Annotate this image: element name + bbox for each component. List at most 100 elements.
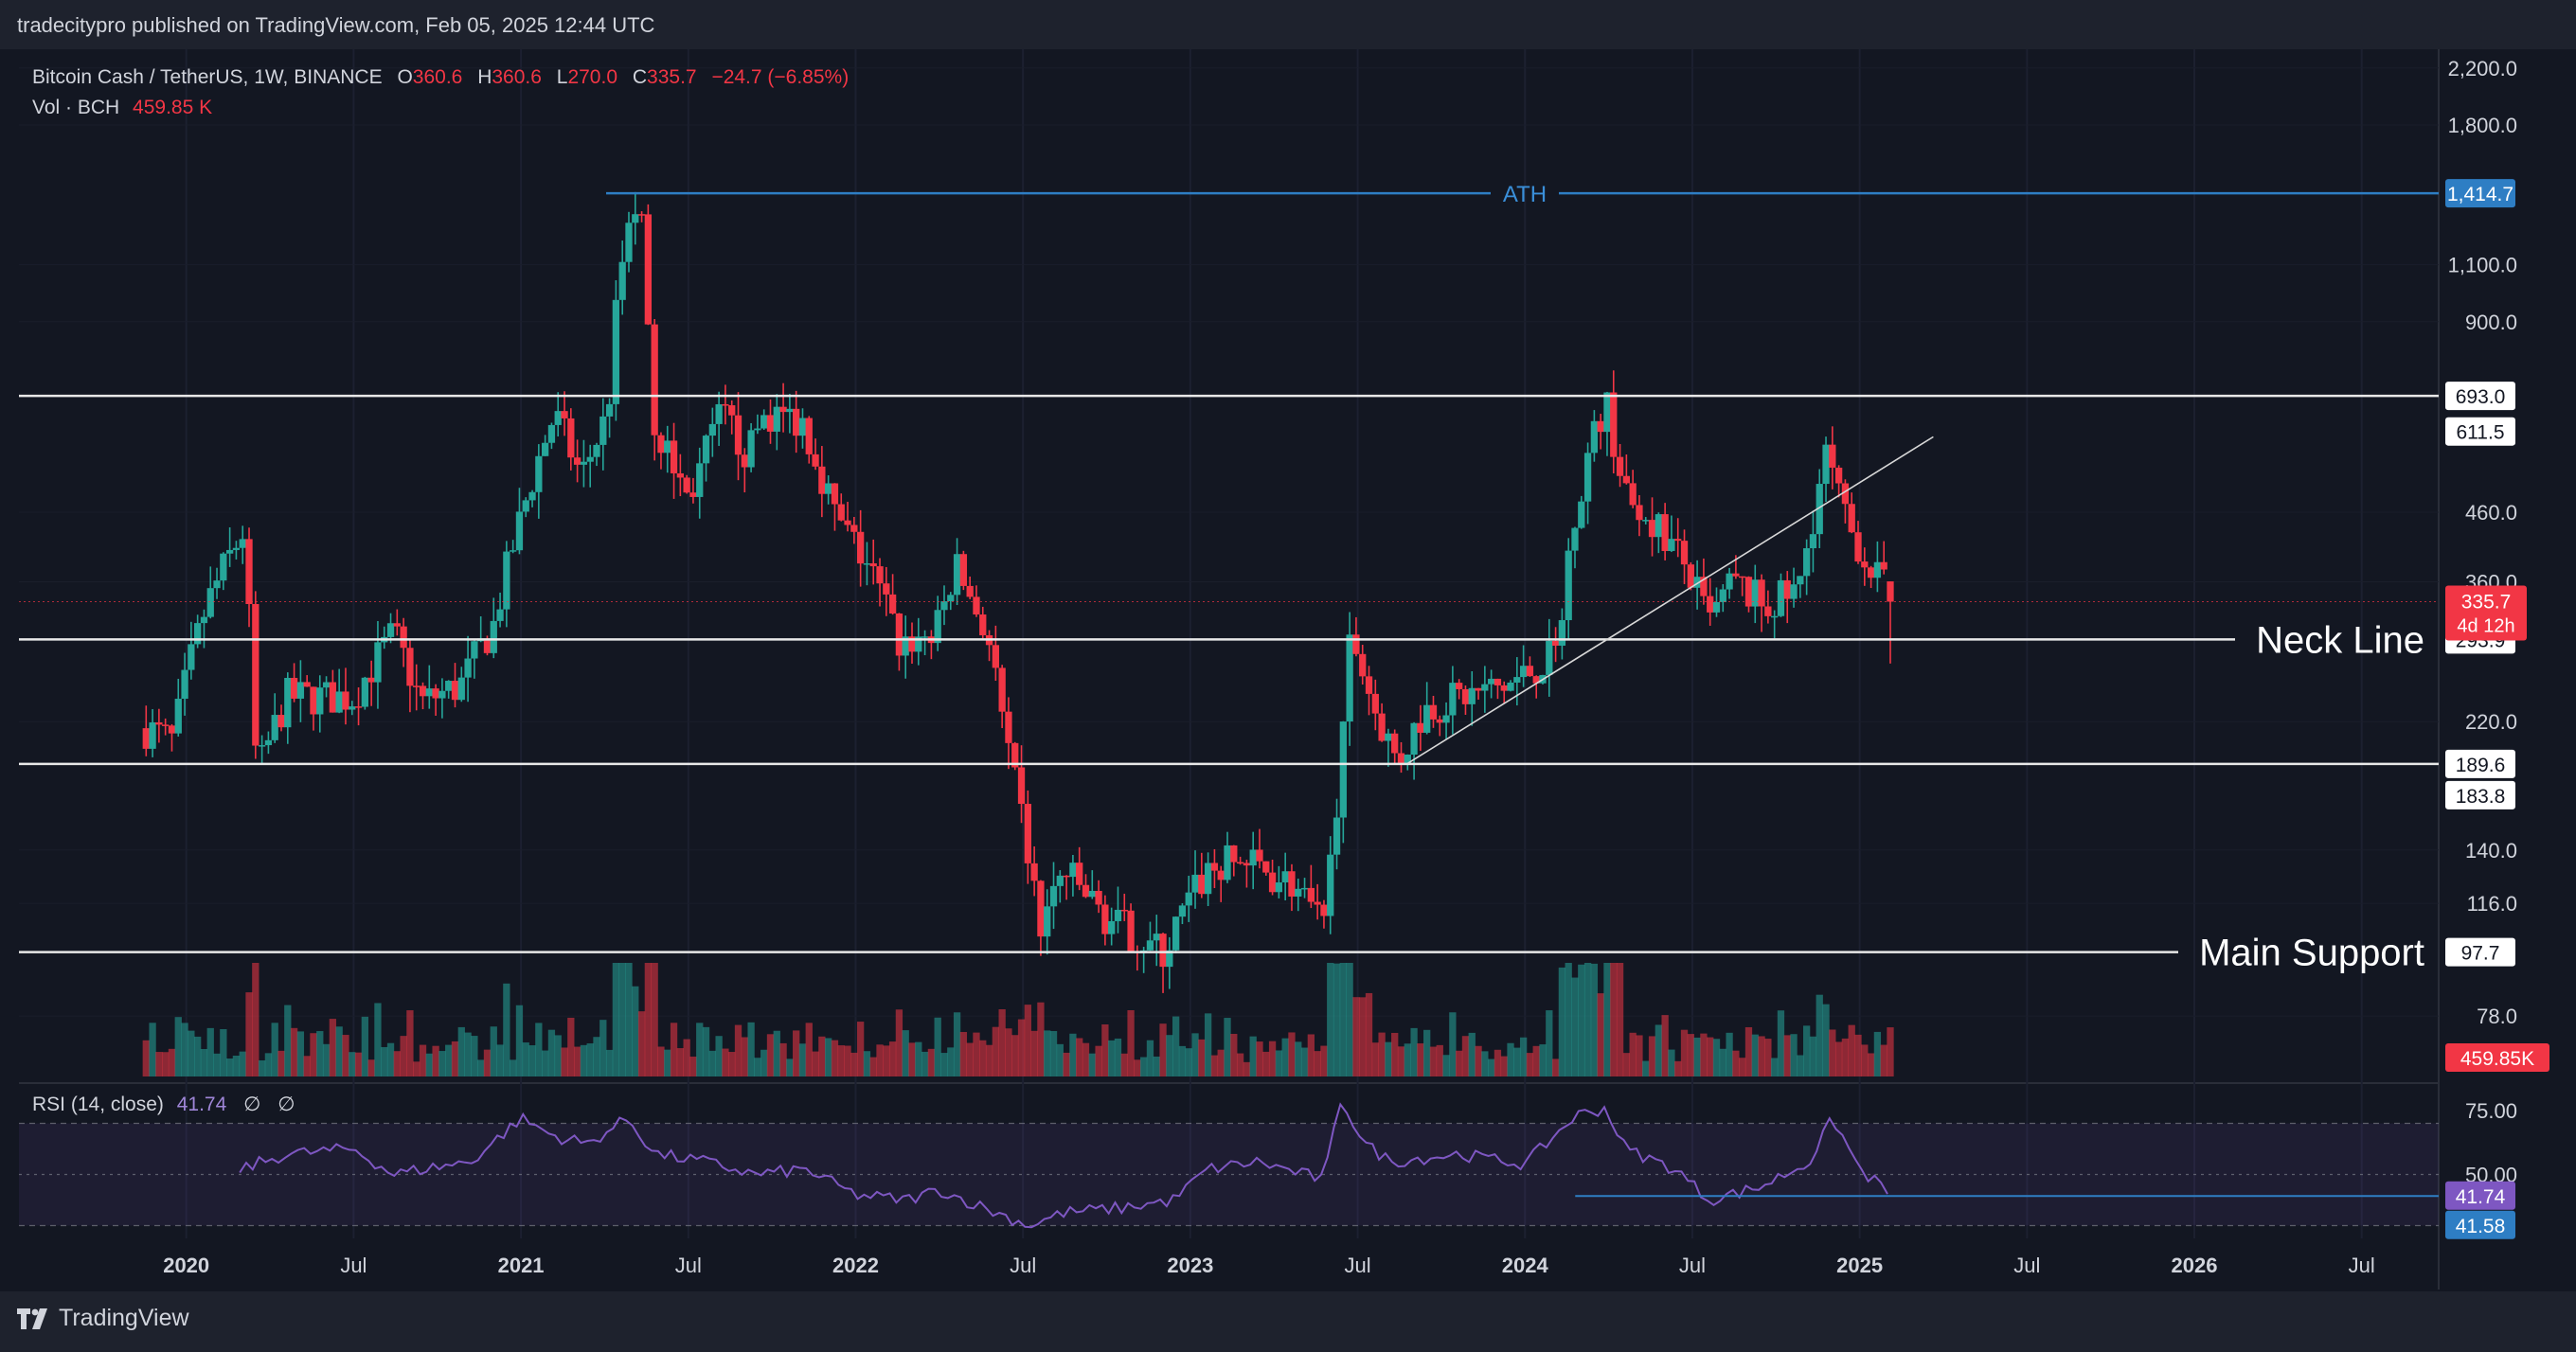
volume-bar bbox=[213, 1053, 221, 1076]
candle-body bbox=[1037, 881, 1045, 937]
volume-bar bbox=[438, 1051, 446, 1076]
candle-body bbox=[1397, 753, 1405, 765]
candle-body bbox=[1153, 934, 1160, 941]
volume-bar bbox=[367, 1059, 375, 1076]
tradingview-logo[interactable]: TradingView bbox=[17, 1305, 189, 1332]
candle-body bbox=[503, 551, 510, 610]
badge-183-bg bbox=[2445, 780, 2515, 809]
candle-body bbox=[252, 604, 259, 746]
legend-row-ohlc: Bitcoin Cash / TetherUS, 1W, BINANCE O36… bbox=[32, 62, 849, 93]
badge-693-bg bbox=[2445, 382, 2515, 411]
candle-body bbox=[277, 715, 285, 728]
candle-body bbox=[1011, 742, 1019, 768]
badge-current-bg bbox=[2445, 585, 2527, 641]
candle-body bbox=[471, 641, 478, 659]
volume-bar bbox=[593, 1037, 600, 1076]
volume-bar bbox=[1153, 1056, 1160, 1076]
volume-bar bbox=[798, 1043, 807, 1076]
volume-bar bbox=[1159, 1023, 1167, 1076]
candle-body bbox=[290, 677, 298, 699]
candle-body bbox=[779, 406, 787, 413]
candle-body bbox=[664, 440, 671, 454]
volume-bar bbox=[915, 1041, 922, 1076]
candle-body bbox=[573, 457, 581, 465]
volume-bar bbox=[1578, 964, 1585, 1076]
volume-bar bbox=[1300, 1047, 1309, 1076]
candle-body bbox=[149, 722, 156, 749]
x-tick-label: 2023 bbox=[1167, 1254, 1213, 1277]
badge-countdown: 4d 12h bbox=[2457, 616, 2514, 637]
volume-bar bbox=[1597, 993, 1604, 1076]
candle-body bbox=[1307, 887, 1315, 902]
volume-bar bbox=[1539, 1044, 1547, 1076]
volume-bar bbox=[573, 1046, 581, 1076]
volume-bar bbox=[876, 1044, 884, 1076]
volume-bar bbox=[149, 1023, 156, 1076]
volume-bar bbox=[580, 1044, 588, 1076]
candle-body bbox=[1281, 871, 1289, 883]
x-tick-label: 2025 bbox=[1836, 1254, 1883, 1277]
volume-bar bbox=[973, 1032, 980, 1076]
volume-bar bbox=[850, 1052, 858, 1076]
volume-bar bbox=[528, 1045, 536, 1076]
candle-body bbox=[934, 610, 941, 644]
volume-bar bbox=[515, 1005, 524, 1076]
volume-bar bbox=[1359, 997, 1367, 1076]
volume-bar bbox=[554, 1035, 562, 1076]
volume-bar bbox=[734, 1024, 742, 1076]
candle-body bbox=[1056, 875, 1064, 886]
volume-bar bbox=[1513, 1047, 1521, 1076]
rsi-tick-label: 75.00 bbox=[2465, 1099, 2517, 1123]
candle-body bbox=[1771, 615, 1779, 618]
high-value: 360.6 bbox=[492, 66, 542, 88]
volume-bar bbox=[483, 1049, 492, 1076]
candle-body bbox=[1700, 577, 1708, 596]
volume-bar bbox=[1648, 1036, 1656, 1076]
volume-bar bbox=[1829, 1029, 1836, 1076]
candle-body bbox=[1378, 713, 1386, 741]
candle-body bbox=[284, 677, 292, 728]
volume-bar bbox=[1758, 1036, 1765, 1076]
candle-body bbox=[1101, 904, 1109, 934]
volume-bar bbox=[786, 1058, 794, 1076]
candles bbox=[142, 191, 1894, 993]
volume-bar bbox=[1417, 1043, 1424, 1076]
open-value: 360.6 bbox=[412, 66, 463, 88]
volume-bar bbox=[1262, 1051, 1270, 1076]
volume-bar bbox=[1210, 1055, 1219, 1076]
candle-body bbox=[213, 580, 221, 589]
candle-body bbox=[625, 222, 633, 262]
volume-bar bbox=[1880, 1044, 1887, 1076]
candle-body bbox=[188, 644, 195, 670]
candle-body bbox=[1024, 804, 1031, 863]
y-tick-label: 1,800.0 bbox=[2448, 114, 2517, 137]
rsi-legend: RSI (14, close) 41.74 ∅ ∅ bbox=[32, 1093, 295, 1116]
candle-body bbox=[1636, 505, 1643, 521]
volume-bar bbox=[1732, 1050, 1740, 1076]
candle-body bbox=[670, 440, 678, 473]
candle-body bbox=[644, 214, 653, 325]
volume-bar bbox=[296, 1031, 305, 1076]
candle-body bbox=[1603, 392, 1611, 433]
volume-bar bbox=[1127, 1010, 1135, 1076]
volume-bar bbox=[342, 1035, 349, 1076]
candle-body bbox=[1166, 950, 1173, 968]
y-tick-label: 220.0 bbox=[2465, 710, 2517, 734]
candle-body bbox=[580, 461, 588, 465]
y-tick-label: 460.0 bbox=[2465, 501, 2517, 525]
candle-body bbox=[451, 681, 459, 701]
x-tick-label: 2026 bbox=[2172, 1254, 2218, 1277]
volume-bar bbox=[1629, 1032, 1637, 1076]
volume-bar bbox=[1198, 1039, 1206, 1076]
candle-body bbox=[522, 500, 529, 512]
candle-body bbox=[760, 415, 768, 429]
volume-bar bbox=[1385, 1041, 1392, 1076]
volume-bar bbox=[322, 1043, 331, 1076]
candle-body bbox=[264, 739, 273, 746]
candle-body bbox=[1243, 863, 1251, 866]
volume-bar bbox=[535, 1023, 543, 1076]
candle-body bbox=[863, 563, 871, 565]
rsi-extra-2: ∅ bbox=[277, 1094, 295, 1115]
volume-bar bbox=[561, 1047, 568, 1076]
